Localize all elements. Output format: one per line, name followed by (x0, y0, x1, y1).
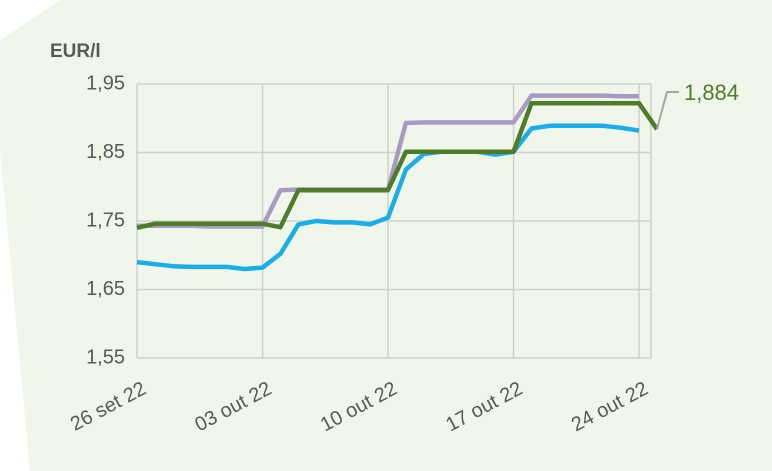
leader-line (656, 91, 679, 130)
background-corner (0, 0, 60, 40)
y-axis-label: EUR/l (50, 41, 101, 62)
y-tick-label: 1,85 (86, 141, 125, 163)
y-tick-label: 1,55 (86, 346, 125, 368)
series-line (136, 123, 640, 272)
data-label: 1,884 (684, 80, 739, 105)
y-tick-label: 1,75 (86, 209, 125, 231)
y-tick-label: 1,65 (86, 278, 125, 300)
y-tick-label: 1,95 (86, 72, 125, 94)
series-line (136, 100, 659, 230)
